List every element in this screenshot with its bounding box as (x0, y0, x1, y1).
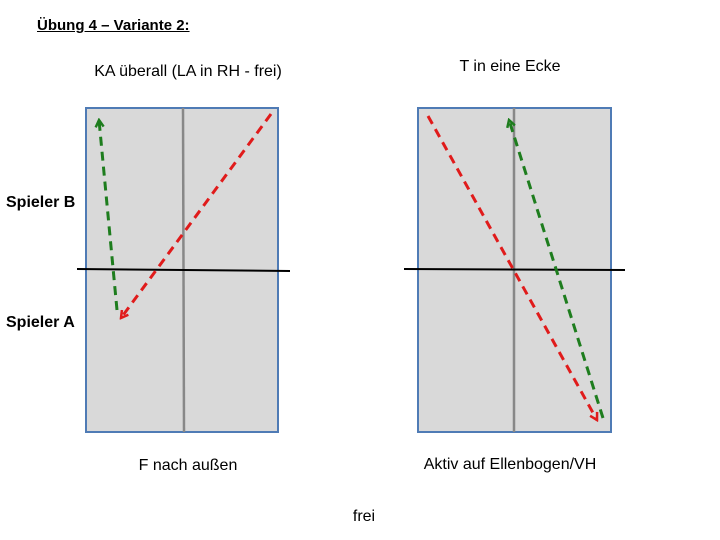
player-label: Spieler B (6, 194, 76, 211)
table-caption: F nach außen (138, 457, 238, 474)
arrow-red (121, 113, 273, 318)
table-heading: T in eine Ecke (459, 58, 561, 75)
arrow-green (99, 120, 119, 311)
title: Übung 4 – Variante 2: (37, 17, 190, 34)
table-left (76, 107, 291, 433)
table-heading: KA überall (LA in RH - frei) (94, 63, 282, 80)
arrow-green (509, 120, 605, 419)
footer: frei (352, 508, 376, 525)
table-right (403, 107, 626, 433)
arrow-red (426, 115, 597, 420)
player-label: Spieler A (6, 314, 75, 331)
table-caption: Aktiv auf Ellenbogen/VH (423, 456, 597, 473)
